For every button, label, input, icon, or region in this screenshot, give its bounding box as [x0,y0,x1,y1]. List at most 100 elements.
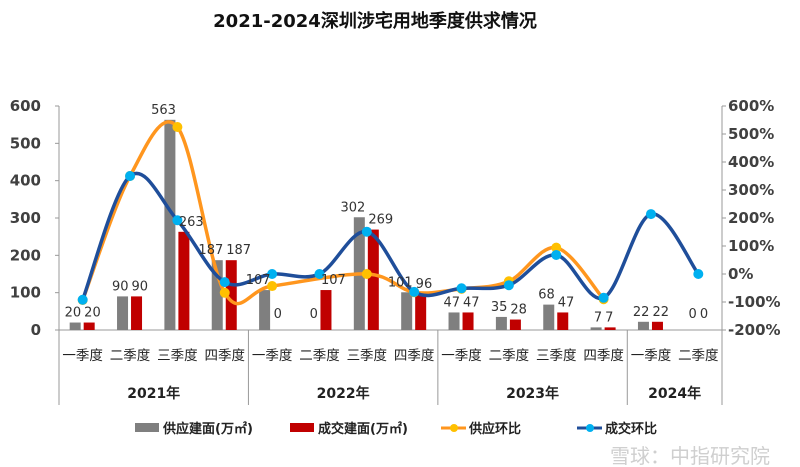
deal-mom-point [598,292,609,303]
category-label: 一季度 [252,348,293,364]
category-label: 四季度 [583,348,624,364]
legend-swatch [290,423,314,432]
right-tick-label: 600% [728,97,774,115]
deal-data-label: 22 [652,305,669,320]
right-tick-label: 500% [728,125,774,143]
category-label: 三季度 [347,348,388,364]
deal-bar [651,321,663,330]
legend-marker [450,424,458,432]
deal-mom-point [645,209,656,220]
deal-bar [225,260,237,330]
supply-bar [637,321,649,330]
supply-mom-point [551,242,562,253]
supply-bar [543,304,555,330]
deal-bar [509,319,521,330]
supply-bar [117,296,129,330]
supply-bar [69,322,81,330]
deal-data-label: 269 [368,213,393,228]
supply-mom-point [267,281,278,292]
deal-data-label: 28 [510,303,527,318]
deal-data-label: 90 [132,279,149,294]
left-tick-label: 300 [10,209,41,227]
left-tick-label: 400 [10,172,41,190]
left-tick-label: 600 [10,97,41,115]
supply-data-label: 187 [198,243,223,258]
deal-data-label: 7 [605,310,613,325]
left-tick-label: 200 [10,246,41,264]
deal-mom-point [551,249,562,260]
right-tick-label: 300% [728,181,774,199]
supply-data-label: 35 [491,300,508,315]
supply-data-label: 302 [340,200,365,215]
deal-mom-point [172,215,183,226]
supply-bar [211,260,223,330]
watermark: 雪球：中指研究院 [610,444,770,467]
supply-bar [590,327,602,330]
supply-data-label: 107 [246,273,271,288]
legend: 供应建面(万㎡) 成交建面(万㎡) 供应环比 成交环比 [135,421,657,437]
deal-data-label: 107 [321,273,346,288]
chart-title: 2021-2024深圳涉宅用地季度供求情况 [213,10,537,32]
category-label: 三季度 [157,348,198,364]
deal-bar [178,231,190,330]
legend-marker [586,424,594,432]
supply-mom-point [219,287,230,298]
deal-mom-point [503,280,514,291]
category-label: 一季度 [62,348,103,364]
category-label: 二季度 [110,348,151,364]
left-tick-label: 0 [31,321,41,339]
category-label: 一季度 [441,348,482,364]
supply-bar [495,316,507,330]
supply-data-label: 0 [310,307,318,322]
right-tick-label: 0% [728,265,753,283]
year-label: 2024年 [648,385,701,402]
supply-data-label: 20 [65,306,82,321]
right-tick-label: 400% [728,153,774,171]
year-label: 2023年 [506,385,559,402]
supply-bar [164,119,176,331]
right-tick-label: 100% [728,237,774,255]
deal-mom-point [314,269,325,279]
deal-mom-point [125,171,136,181]
deal-mom-point [456,283,467,294]
legend-label: 供应建面(万㎡) [162,421,253,437]
deal-data-label: 0 [274,307,282,322]
category-label: 二季度 [299,348,340,364]
deal-data-label: 47 [463,295,480,310]
deal-data-label: 47 [558,295,575,310]
deal-mom-point [219,277,230,288]
category-label: 三季度 [536,348,577,364]
supply-bar [259,290,271,330]
deal-data-label: 96 [416,277,433,292]
supply-data-label: 22 [633,305,650,320]
deal-data-label: 0 [700,307,708,322]
deal-data-label: 20 [84,306,101,321]
deal-bar [557,312,569,330]
deal-data-label: 187 [226,243,251,258]
deal-mom-point [267,269,278,279]
left-tick-label: 500 [10,134,41,152]
deal-data-label: 263 [179,215,204,230]
supply-bar [448,312,460,330]
supply-data-label: 7 [594,310,602,325]
deal-bar [83,322,95,330]
legend-label: 成交环比 [605,421,657,437]
supply-mom-point [361,269,372,279]
deal-bar [367,229,379,330]
deal-mom-point [409,286,420,297]
legend-swatch [135,423,159,432]
deal-mom-point [361,226,372,237]
right-tick-label: -200% [728,321,781,339]
supply-mom-line [81,120,605,306]
legend-label: 成交建面(万㎡) [318,421,408,437]
deal-mom-point [693,269,704,279]
supply-data-label: 68 [538,288,555,303]
supply-bar [401,292,413,330]
category-label: 二季度 [678,348,719,364]
category-label: 二季度 [489,348,530,364]
deal-bar [131,296,143,330]
supply-data-label: 47 [443,295,460,310]
category-label: 一季度 [631,348,672,364]
deal-bar [320,290,332,330]
